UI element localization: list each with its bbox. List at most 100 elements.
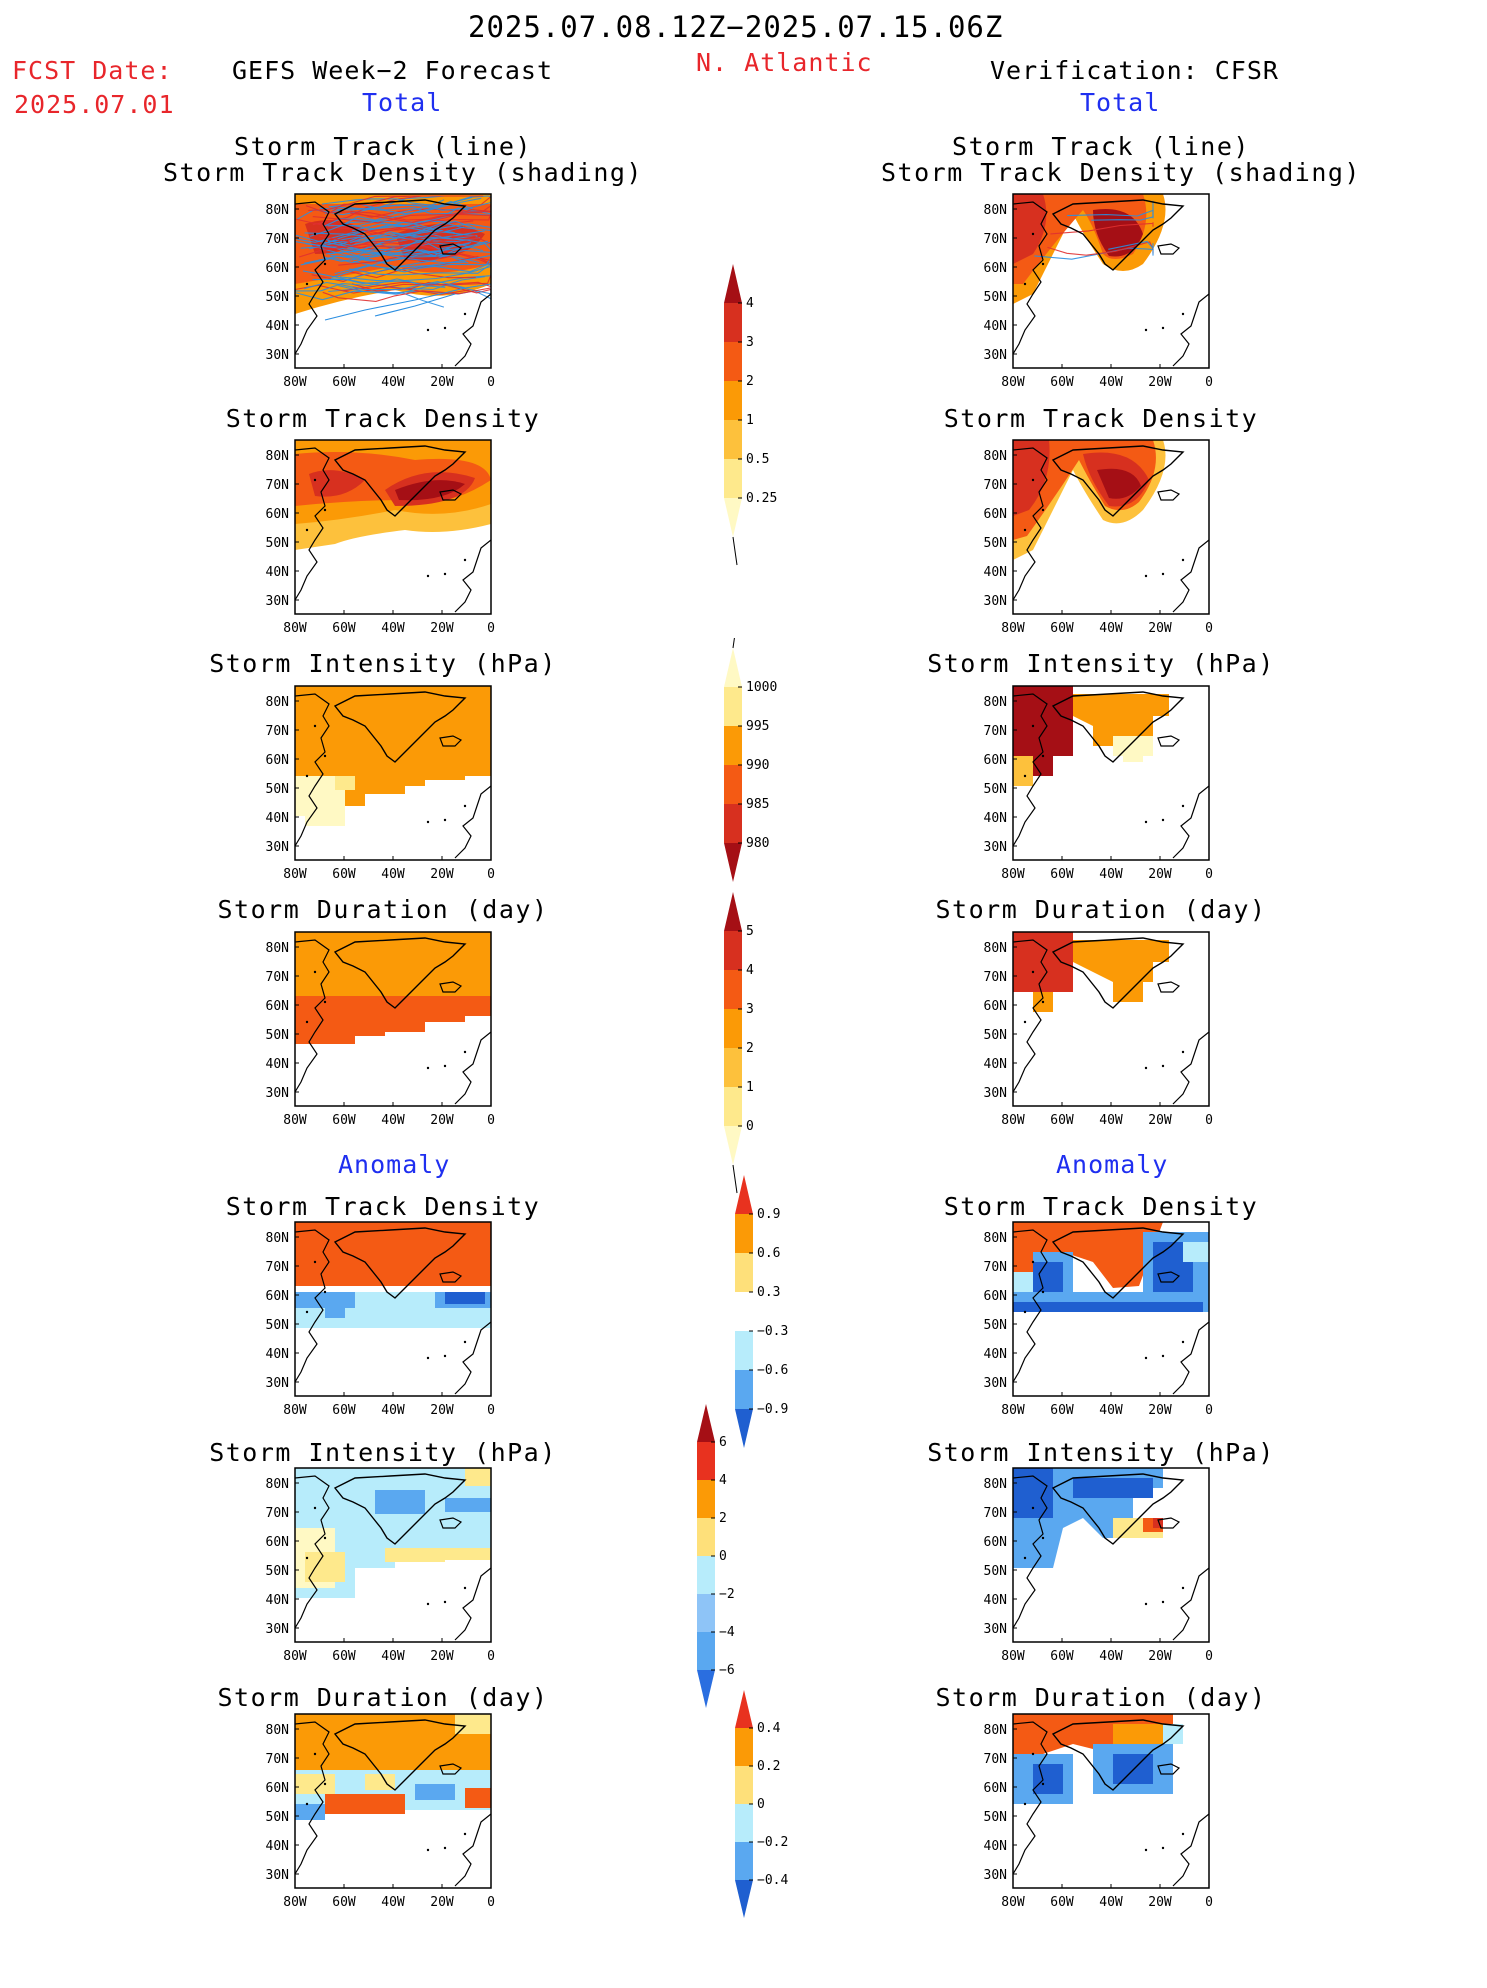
lon-tick-label: 80W	[283, 1113, 307, 1128]
lat-tick-label: 30N	[266, 348, 289, 363]
lat-tick-label: 50N	[984, 1028, 1007, 1043]
lat-tick-label: 80N	[984, 1231, 1007, 1246]
lon-tick-label: 40W	[381, 621, 405, 636]
colorbar-end-arrow	[724, 1126, 742, 1165]
lon-tick-label: 20W	[430, 1113, 454, 1128]
lat-tick-label: 50N	[266, 782, 289, 797]
colorbar-segment	[735, 1728, 753, 1766]
colorbar-end-arrow	[735, 1880, 753, 1918]
colorbar-tick-label: −2	[719, 1587, 735, 1602]
map-duration-verification: 80N 70N 60N 50N 40N 30N 80W 60W 40W 20W 0	[984, 931, 1213, 1128]
colorbar-tick-label: 5	[746, 924, 754, 939]
lon-tick-label: 0	[487, 1403, 495, 1418]
section-total-left: Total	[362, 88, 443, 117]
lat-tick-label: 40N	[984, 1593, 1007, 1608]
lat-tick-label: 60N	[984, 1781, 1007, 1796]
colorbar-segment	[724, 970, 742, 1009]
colorbar-tick-label: 0.4	[757, 1721, 781, 1736]
lon-tick-label: 40W	[381, 1649, 405, 1664]
map-track-forecast: 80N 70N 60N 50N 40N 30N 80W 60W 40W 20W 0	[266, 193, 495, 390]
lon-tick-label: 0	[1205, 621, 1213, 636]
lat-tick-label: 60N	[984, 1535, 1007, 1550]
lon-tick-label: 0	[1205, 867, 1213, 882]
fcst-date-value: 2025.07.01	[14, 90, 175, 119]
lat-tick-label: 50N	[266, 1564, 289, 1579]
lon-tick-label: 60W	[332, 1895, 356, 1910]
lon-tick-label: 20W	[1148, 867, 1172, 882]
lon-tick-label: 0	[1205, 1895, 1213, 1910]
lon-tick-label: 0	[487, 1895, 495, 1910]
lon-tick-label: 80W	[283, 621, 307, 636]
lat-tick-label: 70N	[266, 724, 289, 739]
lon-tick-label: 60W	[1050, 375, 1074, 390]
lon-tick-label: 20W	[430, 867, 454, 882]
colorbar-segment	[697, 1518, 715, 1556]
lon-tick-label: 80W	[1001, 1403, 1025, 1418]
lon-tick-label: 0	[487, 375, 495, 390]
colorbar-tick-label: −4	[719, 1625, 735, 1640]
panel-title-intensity-right: Storm Intensity (hPa)	[927, 649, 1275, 678]
lat-tick-label: 50N	[266, 536, 289, 551]
lon-tick-label: 60W	[1050, 621, 1074, 636]
colorbar-segment	[724, 931, 742, 970]
lat-tick-label: 70N	[266, 1752, 289, 1767]
lat-tick-label: 30N	[984, 840, 1007, 855]
colorbar-segment	[724, 687, 742, 726]
colorbar-end-arrow	[724, 498, 742, 537]
colorbar-end-arrow	[724, 648, 742, 687]
colorbar-segment	[724, 459, 742, 498]
lat-tick-label: 40N	[266, 1593, 289, 1608]
lon-tick-label: 40W	[381, 1403, 405, 1418]
panel-title-track-line-right: Storm Track (line)	[952, 132, 1250, 161]
lat-tick-label: 40N	[984, 565, 1007, 580]
lat-tick-label: 30N	[984, 1868, 1007, 1883]
colorbar-segment	[697, 1556, 715, 1594]
lat-tick-label: 70N	[266, 970, 289, 985]
lon-tick-label: 20W	[430, 1403, 454, 1418]
lat-tick-label: 50N	[266, 1318, 289, 1333]
colorbar-intensity-total: 1000 995 990 985 980	[724, 638, 777, 882]
lat-tick-label: 70N	[984, 232, 1007, 247]
lat-tick-label: 30N	[266, 1868, 289, 1883]
panel-title-intensity-anom-left: Storm Intensity (hPa)	[209, 1438, 557, 1467]
colorbar-segment	[697, 1632, 715, 1670]
colorbar-end-arrow	[697, 1670, 715, 1708]
colorbar-tick-label: 0.2	[757, 1759, 780, 1774]
lat-tick-label: 60N	[266, 1289, 289, 1304]
lat-tick-label: 60N	[984, 999, 1007, 1014]
lon-tick-label: 80W	[283, 1649, 307, 1664]
colorbar-segment	[697, 1480, 715, 1518]
lon-tick-label: 80W	[283, 867, 307, 882]
lon-tick-label: 40W	[381, 1895, 405, 1910]
lon-tick-label: 60W	[332, 621, 356, 636]
panel-title-duration-anom-left: Storm Duration (day)	[217, 1683, 549, 1712]
lat-tick-label: 70N	[984, 1752, 1007, 1767]
section-anomaly-left: Anomaly	[338, 1150, 451, 1179]
lat-tick-label: 50N	[266, 1810, 289, 1825]
colorbar-end-arrow	[724, 264, 742, 303]
colorbar-end-arrow	[724, 892, 742, 931]
panel-title-density-right: Storm Track Density	[943, 404, 1259, 433]
lat-tick-label: 80N	[266, 203, 289, 218]
lon-tick-label: 60W	[332, 1649, 356, 1664]
lat-tick-label: 50N	[984, 1810, 1007, 1825]
colorbar-tick-label: 980	[746, 836, 769, 851]
colorbar-tick-label: 995	[746, 719, 769, 734]
colorbar-tick-label: −6	[719, 1663, 735, 1678]
map-intensity-verification: 80N 70N 60N 50N 40N 30N 80W 60W 40W 20W 0	[984, 685, 1213, 882]
colorbar-tick-label: −0.6	[757, 1363, 788, 1378]
lon-tick-label: 60W	[1050, 1113, 1074, 1128]
panel-title-duration-left: Storm Duration (day)	[217, 895, 549, 924]
lat-tick-label: 30N	[984, 348, 1007, 363]
lon-tick-label: 60W	[1050, 867, 1074, 882]
lat-tick-label: 70N	[266, 1260, 289, 1275]
lon-tick-label: 20W	[1148, 1895, 1172, 1910]
colorbar-tick-label: 0.25	[746, 491, 777, 506]
lat-tick-label: 30N	[266, 1622, 289, 1637]
colorbar-segment	[724, 342, 742, 381]
colorbar-segment	[724, 1048, 742, 1087]
colorbar-tick-label: −0.4	[757, 1873, 788, 1888]
colorbar-tick-label: 0	[746, 1119, 754, 1134]
lat-tick-label: 30N	[266, 840, 289, 855]
lat-tick-label: 80N	[266, 1723, 289, 1738]
